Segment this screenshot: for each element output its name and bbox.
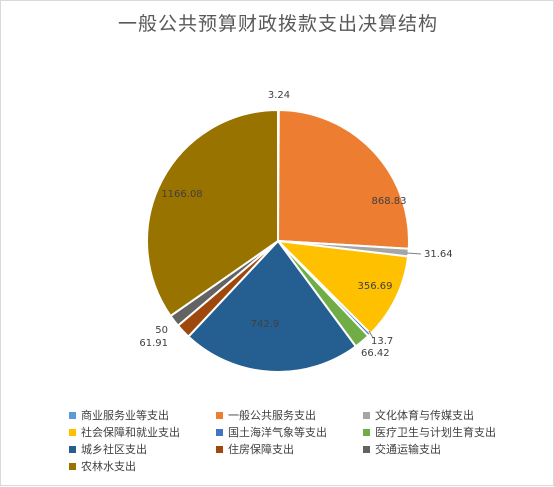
pie-slice bbox=[187, 239, 358, 373]
legend-item: 一般公共服务支出 bbox=[216, 407, 316, 423]
legend-item: 文化体育与传媒支出 bbox=[363, 407, 474, 423]
legend-label: 国土海洋气象等支出 bbox=[228, 426, 327, 439]
leader-line bbox=[406, 252, 422, 255]
legend-item: 交通运输支出 bbox=[363, 441, 441, 457]
data-label: 66.42 bbox=[361, 348, 390, 359]
chart-title: 一般公共预算财政拨款支出决算结构 bbox=[117, 13, 438, 35]
legend-item: 社会保障和就业支出 bbox=[69, 424, 180, 440]
data-label: 50 bbox=[155, 325, 168, 336]
data-label: 356.69 bbox=[358, 281, 393, 292]
legend-label: 交通运输支出 bbox=[375, 443, 441, 456]
legend-item: 商业服务业等支出 bbox=[69, 407, 169, 423]
leader-line bbox=[368, 330, 374, 339]
pie-slice bbox=[146, 108, 279, 318]
legend-swatch bbox=[216, 411, 223, 419]
data-label: 61.91 bbox=[139, 338, 168, 349]
legend-label: 商业服务业等支出 bbox=[81, 409, 169, 422]
legend-label: 医疗卫生与计划生育支出 bbox=[375, 426, 496, 439]
legend-item: 国土海洋气象等支出 bbox=[216, 424, 327, 440]
legend-label: 社会保障和就业支出 bbox=[81, 426, 180, 439]
legend-swatch bbox=[363, 445, 370, 453]
legend-swatch bbox=[363, 411, 370, 419]
data-label: 13.7 bbox=[371, 336, 393, 347]
legend-label: 城乡社区支出 bbox=[81, 443, 147, 456]
legend-swatch bbox=[69, 462, 76, 470]
legend-item: 医疗卫生与计划生育支出 bbox=[363, 424, 496, 440]
pie-slice bbox=[275, 239, 410, 336]
legend-swatch bbox=[69, 445, 76, 453]
legend-swatch bbox=[216, 445, 223, 453]
data-label: 1166.08 bbox=[161, 189, 202, 200]
legend-swatch bbox=[216, 428, 223, 436]
legend-item: 城乡社区支出 bbox=[69, 441, 147, 457]
legend-swatch bbox=[69, 428, 76, 436]
data-label: 742.9 bbox=[251, 319, 280, 330]
legend-label: 一般公共服务支出 bbox=[228, 409, 316, 422]
pie-slice bbox=[276, 108, 410, 250]
legend-swatch bbox=[363, 428, 370, 436]
data-label: 868.83 bbox=[372, 196, 407, 207]
legend-swatch bbox=[69, 411, 76, 419]
legend-item: 农林水支出 bbox=[69, 458, 136, 474]
legend-item: 住房保障支出 bbox=[216, 441, 294, 457]
data-label: 31.64 bbox=[424, 249, 453, 260]
data-label: 3.24 bbox=[268, 90, 290, 101]
legend-label: 住房保障支出 bbox=[228, 443, 294, 456]
legend-label: 文化体育与传媒支出 bbox=[375, 409, 474, 422]
legend-label: 农林水支出 bbox=[81, 460, 136, 473]
